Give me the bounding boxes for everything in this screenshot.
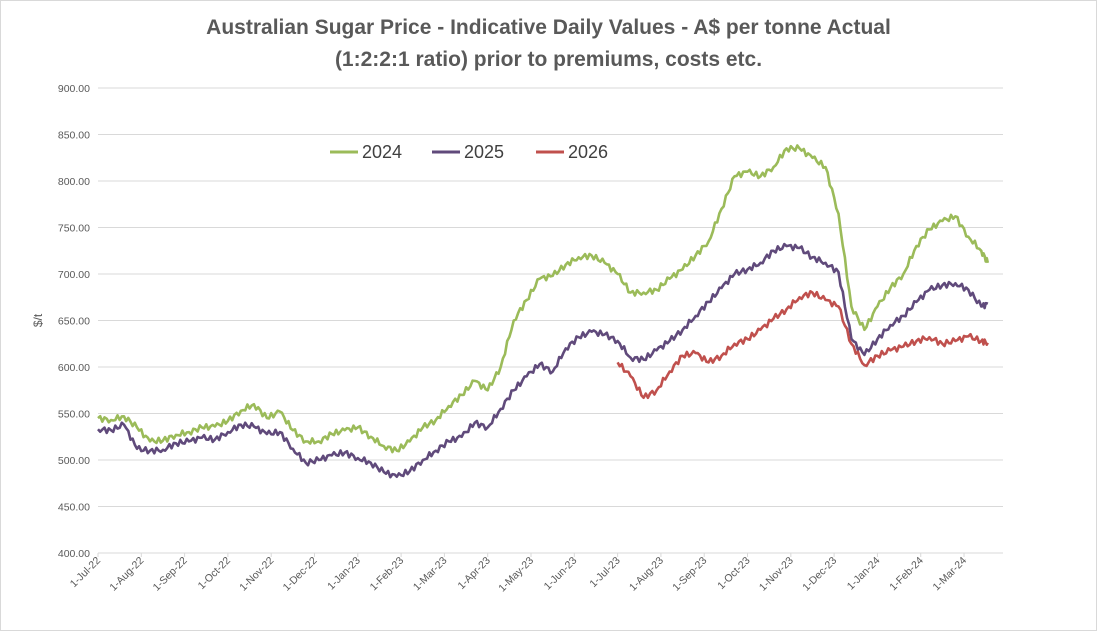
- series-line-2026: [616, 289, 989, 400]
- legend-label-2025: 2025: [464, 142, 504, 162]
- x-tick-label: 1-Feb-24: [887, 555, 926, 594]
- x-tick-label: 1-Apr-23: [455, 555, 492, 592]
- x-tick-label: 1-Jul-23: [587, 555, 622, 590]
- x-tick-label: 1-Mar-23: [411, 555, 450, 594]
- y-tick-label: 400.00: [58, 548, 90, 560]
- y-tick-label: 850.00: [58, 130, 90, 142]
- x-tick-label: 1-Feb-23: [368, 555, 407, 594]
- y-tick-label: 450.00: [58, 502, 90, 514]
- series-line-2024: [97, 144, 990, 454]
- legend-label-2026: 2026: [568, 142, 608, 162]
- x-tick-label: 1-Aug-23: [627, 555, 666, 594]
- x-tick-label: 1-Sep-22: [151, 555, 190, 594]
- legend: 2024 2025 2026: [330, 142, 608, 162]
- x-tick-label: 1-Oct-23: [715, 555, 752, 592]
- x-tick-label: 1-Aug-22: [107, 555, 146, 594]
- chart-title-line1: Australian Sugar Price - Indicative Dail…: [206, 16, 891, 39]
- y-tick-label: 500.00: [58, 455, 90, 467]
- y-tick-label: 900.00: [58, 83, 90, 95]
- y-tick-label: 800.00: [58, 176, 90, 188]
- series-lines: [97, 144, 990, 479]
- x-tick-label: 1-Nov-23: [757, 555, 796, 594]
- x-tick-label: 1-Jan-23: [325, 555, 363, 593]
- y-tick-label: 750.00: [58, 223, 90, 235]
- x-tick-label: 1-Mar-24: [931, 555, 970, 594]
- y-axis-ticks: 400.00 450.00 500.00 550.00 600.00 650.00 700.…: [58, 83, 90, 560]
- legend-label-2024: 2024: [362, 142, 402, 162]
- x-tick-label: 1-May-23: [496, 555, 536, 595]
- x-tick-label: 1-Sep-23: [670, 555, 709, 594]
- chart-title-line2: (1:2:2:1 ratio) prior to premiums, costs…: [334, 48, 763, 71]
- x-axis-ticks: 1-Jul-22 1-Aug-22 1-Sep-22 1-Oct-22 1-Nov-22…: [68, 553, 969, 594]
- y-tick-label: 550.00: [58, 409, 90, 421]
- x-tick-label: 1-Oct-22: [196, 555, 233, 592]
- y-tick-label: 600.00: [58, 362, 90, 374]
- x-tick-label: 1-Dec-23: [800, 555, 839, 594]
- y-tick-label: 700.00: [58, 269, 90, 281]
- x-tick-label: 1-Nov-22: [237, 555, 276, 594]
- x-tick-label: 1-Jun-23: [542, 555, 580, 593]
- y-axis-label: $/t: [31, 313, 45, 327]
- x-tick-label: 1-Dec-22: [281, 555, 320, 594]
- y-tick-label: 650.00: [58, 316, 90, 328]
- gridlines: [98, 87, 1003, 554]
- series-line-2025: [97, 242, 989, 479]
- x-tick-label: 1-Jan-24: [845, 555, 883, 593]
